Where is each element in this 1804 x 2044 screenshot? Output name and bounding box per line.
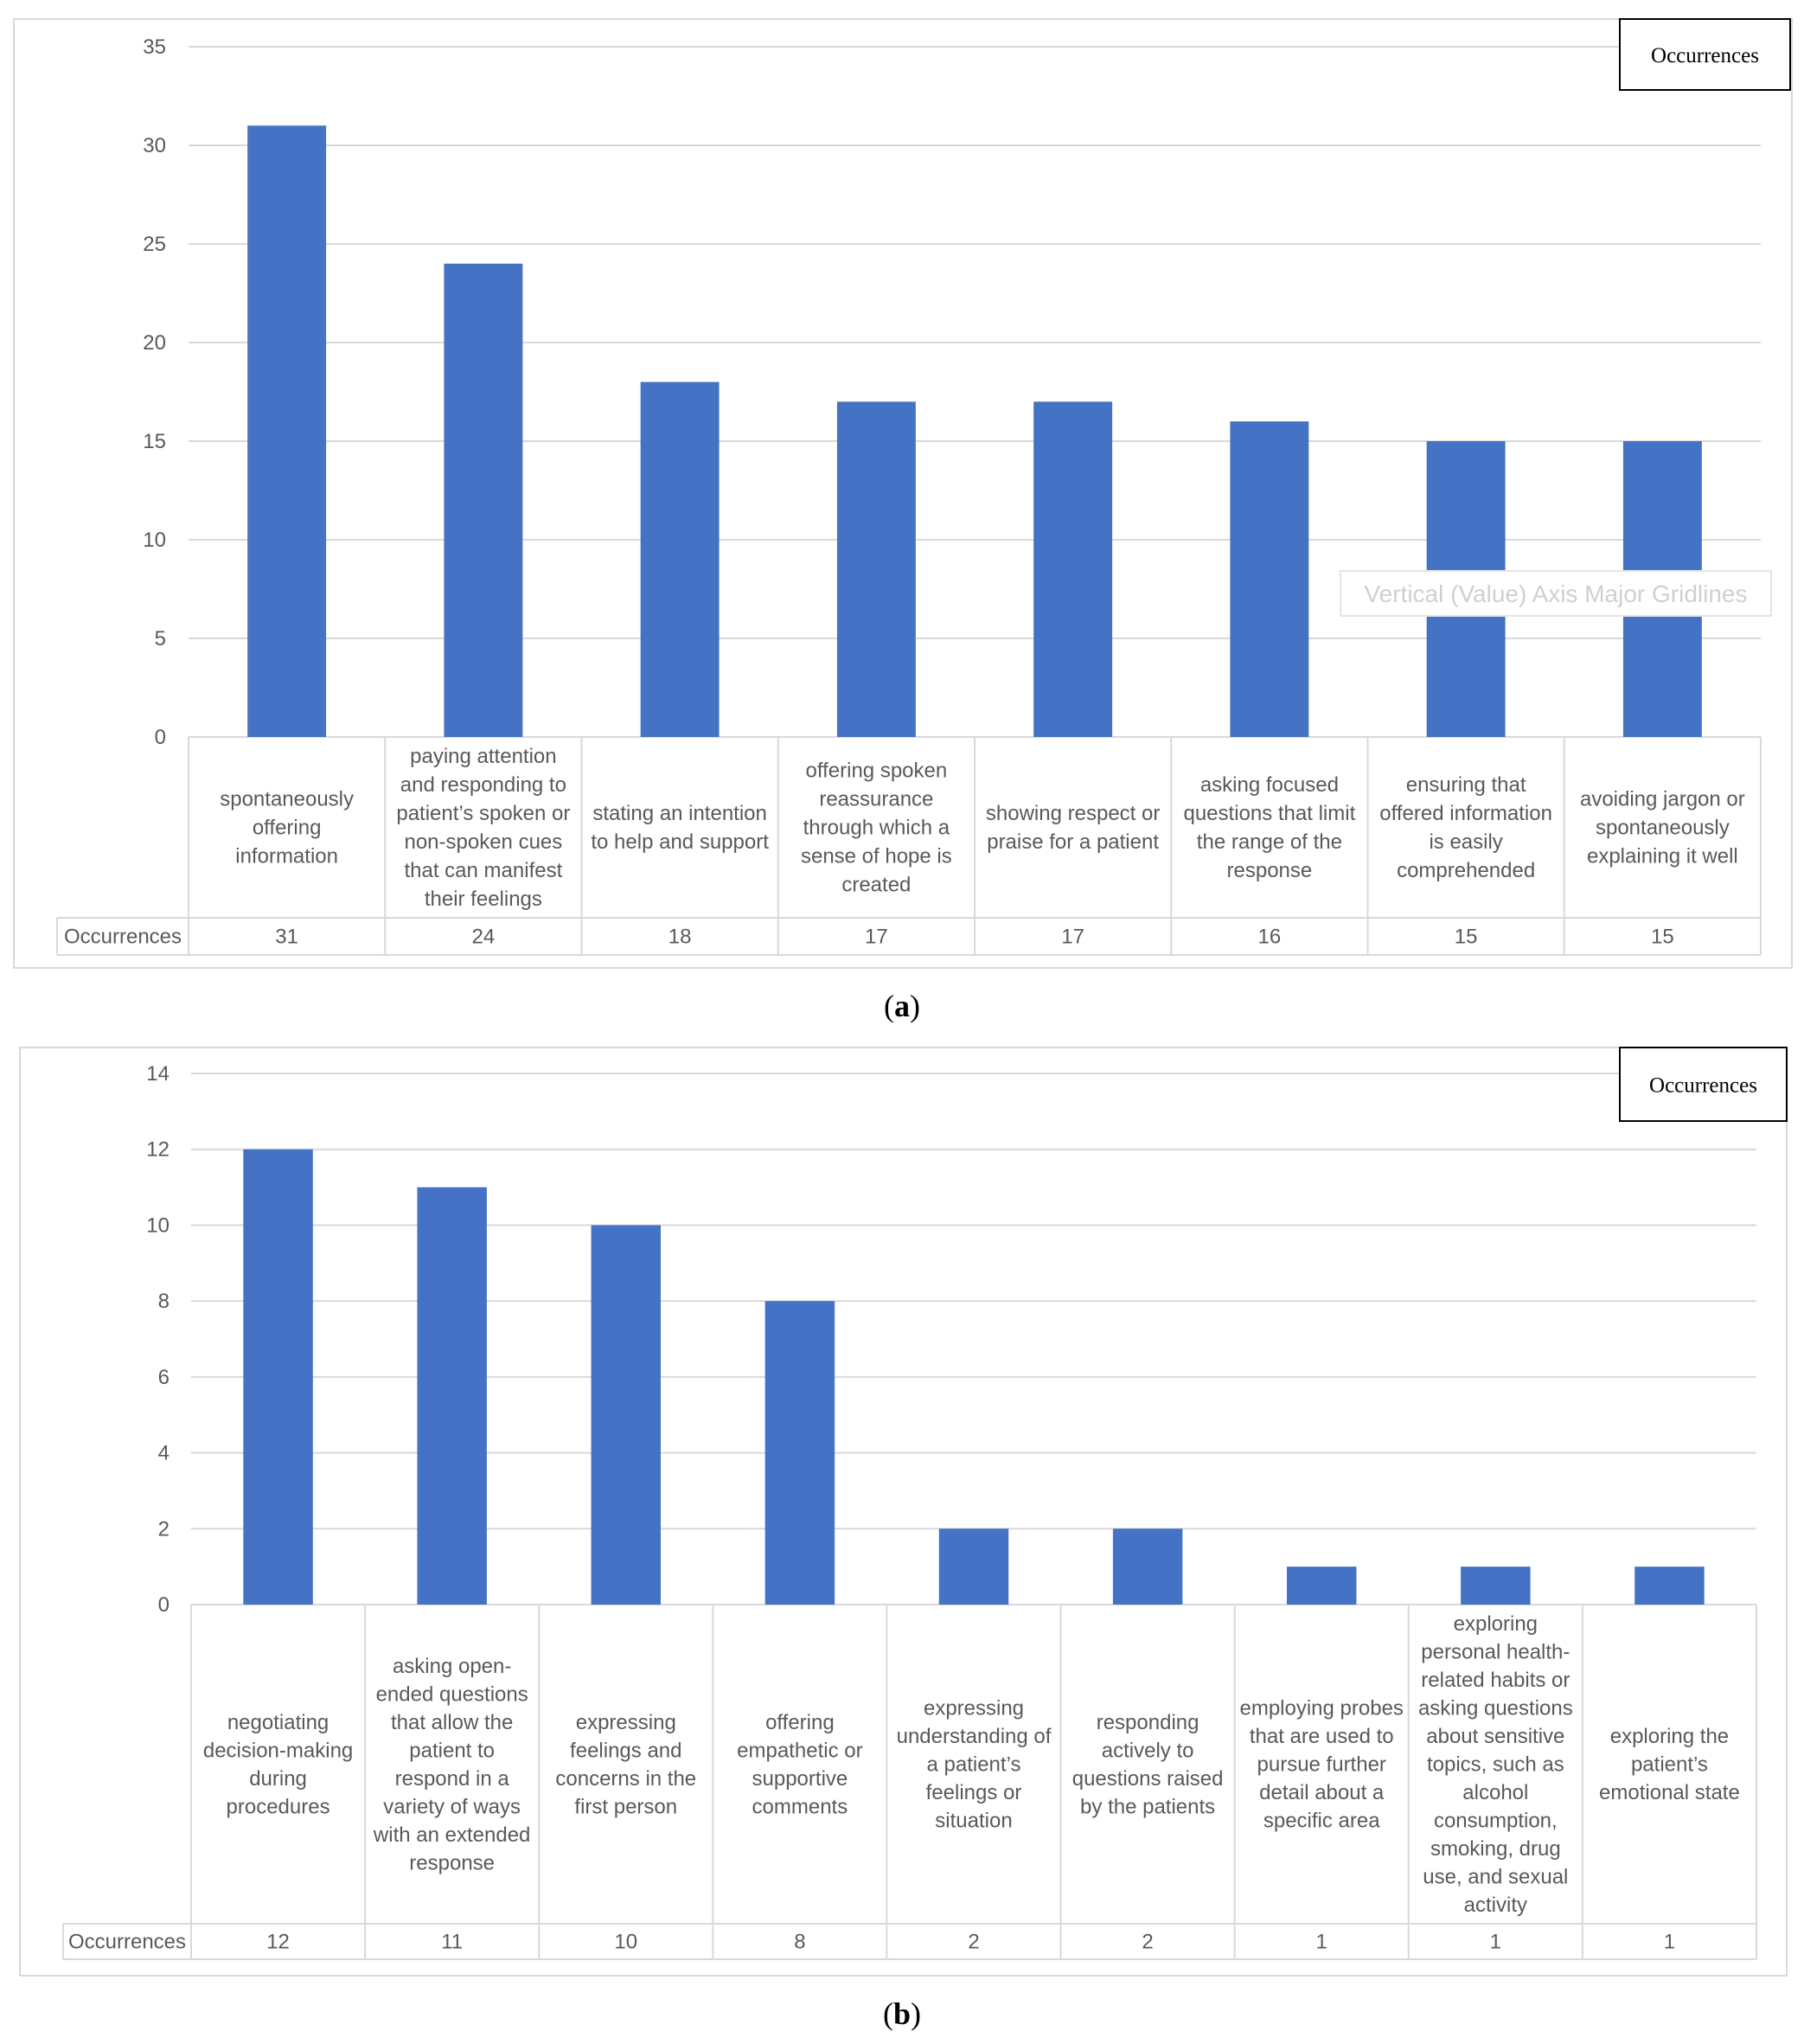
tooltip-text: Vertical (Value) Axis Major Gridlines bbox=[1365, 580, 1748, 607]
bar bbox=[1287, 1567, 1357, 1605]
category-label: employing probes that are used to pursue f… bbox=[1239, 1697, 1403, 1833]
data-label: 24 bbox=[472, 926, 496, 949]
y-tick-label: 15 bbox=[143, 430, 166, 453]
category-label: offering spoken reassurance through which … bbox=[801, 759, 952, 897]
bar bbox=[1461, 1567, 1531, 1605]
data-label: 31 bbox=[275, 926, 298, 949]
category-label: expressing understanding of a patient’s fee… bbox=[897, 1697, 1052, 1833]
bar bbox=[1033, 401, 1113, 737]
bar bbox=[444, 263, 523, 737]
legend-box bbox=[1619, 18, 1791, 91]
data-label: 1 bbox=[1490, 1931, 1501, 1954]
data-label: 16 bbox=[1258, 926, 1282, 949]
y-tick-label: 25 bbox=[143, 233, 166, 256]
bar bbox=[1112, 1528, 1183, 1605]
category-label: avoiding jargon or spontaneously explainin… bbox=[1580, 788, 1745, 868]
bar bbox=[1230, 421, 1309, 737]
bar bbox=[243, 1149, 313, 1605]
y-tick-label: 2 bbox=[158, 1517, 170, 1541]
y-tick-label: 5 bbox=[155, 627, 166, 650]
legend-label: Occurrences bbox=[1651, 44, 1759, 67]
data-label: 2 bbox=[968, 1931, 979, 1954]
category-label: asking open-ended questions that allow th… bbox=[373, 1655, 530, 1875]
category-label: paying attention and responding to patient… bbox=[396, 745, 570, 911]
bar bbox=[247, 125, 327, 737]
legend-box bbox=[1619, 1047, 1788, 1122]
data-label: 8 bbox=[794, 1931, 805, 1954]
figure-caption: (a) bbox=[884, 989, 920, 1023]
bar bbox=[591, 1225, 661, 1605]
y-tick-label: 0 bbox=[155, 726, 166, 749]
data-label: 15 bbox=[1455, 926, 1478, 949]
y-tick-label: 10 bbox=[143, 529, 166, 552]
bar bbox=[1634, 1567, 1705, 1605]
y-tick-label: 20 bbox=[143, 331, 166, 355]
category-label: ensuring that offered information is easil… bbox=[1379, 773, 1552, 882]
category-label: exploring personal health-related habits … bbox=[1418, 1612, 1573, 1917]
table-row-label: Occurrences bbox=[68, 1931, 186, 1954]
category-label: negotiating decision-making during procedur… bbox=[203, 1711, 353, 1819]
data-label: 17 bbox=[1061, 926, 1084, 949]
data-label: 10 bbox=[614, 1931, 637, 1954]
data-label: 1 bbox=[1316, 1931, 1327, 1954]
data-label: 12 bbox=[266, 1931, 290, 1954]
bar bbox=[640, 381, 720, 737]
y-tick-label: 0 bbox=[158, 1593, 170, 1617]
category-label: showing respect or praise for a patient bbox=[986, 802, 1160, 854]
y-tick-label: 8 bbox=[158, 1290, 170, 1313]
y-tick-label: 14 bbox=[146, 1062, 170, 1086]
chart-frame bbox=[19, 1047, 1788, 1977]
y-tick-label: 12 bbox=[146, 1138, 170, 1162]
y-tick-label: 10 bbox=[146, 1214, 170, 1237]
data-label: 15 bbox=[1651, 926, 1674, 949]
tooltip-box bbox=[1340, 570, 1772, 617]
category-label: stating an intention to help and support bbox=[591, 802, 769, 854]
y-tick-label: 6 bbox=[158, 1366, 170, 1389]
figure-caption: (b) bbox=[883, 1996, 921, 2031]
bar bbox=[764, 1301, 835, 1605]
bar bbox=[417, 1187, 487, 1605]
category-label: offering empathetic or supportive comments bbox=[737, 1711, 862, 1819]
category-label: responding actively to questions raised by … bbox=[1072, 1711, 1224, 1819]
y-tick-label: 35 bbox=[143, 35, 166, 59]
data-label: 18 bbox=[669, 926, 692, 949]
legend-label: Occurrences bbox=[1649, 1074, 1757, 1098]
category-label: exploring the patient’s emotional state bbox=[1599, 1725, 1740, 1804]
category-label: expressing feelings and concerns in the fir… bbox=[555, 1711, 696, 1819]
data-label: 11 bbox=[441, 1931, 463, 1954]
bar bbox=[938, 1528, 1009, 1605]
category-label: spontaneously offering information bbox=[220, 788, 354, 868]
category-label: asking focused questions that limit the ra… bbox=[1183, 773, 1355, 882]
table-row-label: Occurrences bbox=[64, 926, 182, 949]
data-label: 17 bbox=[865, 926, 888, 949]
data-label: 2 bbox=[1142, 1931, 1153, 1954]
chart-panel-a: 0 5 10 15 20 25 30 35 spontaneously offering infor… bbox=[13, 18, 1793, 969]
y-tick-label: 30 bbox=[143, 134, 166, 157]
data-label: 1 bbox=[1664, 1931, 1675, 1954]
bar bbox=[836, 401, 916, 737]
y-tick-label: 4 bbox=[158, 1442, 170, 1465]
